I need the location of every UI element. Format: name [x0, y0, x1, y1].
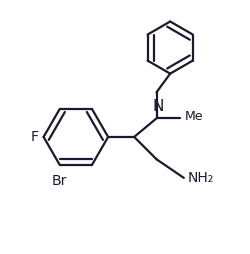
Text: N: N: [152, 99, 163, 114]
Text: NH₂: NH₂: [187, 171, 213, 185]
Text: Br: Br: [52, 174, 67, 188]
Text: F: F: [31, 130, 39, 144]
Text: Me: Me: [184, 110, 202, 123]
